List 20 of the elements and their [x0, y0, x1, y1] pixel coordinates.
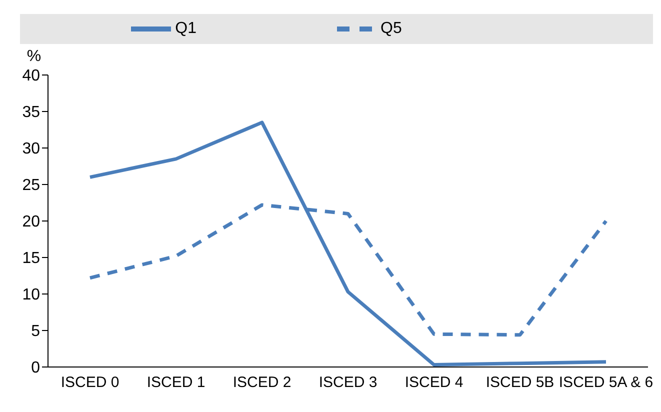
- y-tick-label: 0: [31, 360, 40, 377]
- legend-label: Q1: [175, 20, 196, 38]
- x-tick-label: ISCED 5A & 6: [558, 374, 654, 391]
- y-axis-title: %: [26, 48, 42, 65]
- x-tick-label: ISCED 2: [232, 374, 292, 391]
- line-series: [88, 120, 608, 367]
- y-tick-label: 15: [22, 250, 40, 268]
- x-tick-label: ISCED 4: [404, 374, 464, 391]
- x-tick-label: ISCED 3: [318, 374, 378, 391]
- y-tick-label: 20: [22, 214, 40, 231]
- y-tick-label: 30: [22, 140, 40, 158]
- legend-label: Q5: [380, 20, 402, 38]
- x-tick-label: ISCED 0: [60, 374, 120, 391]
- y-tick-label: 40: [22, 68, 40, 85]
- x-tick-label: ISCED 1: [146, 374, 206, 391]
- x-tick-label: ISCED 5B: [486, 374, 554, 391]
- y-tick-label: 35: [22, 104, 40, 122]
- y-tick-label: 10: [22, 286, 40, 304]
- y-tick-label: 25: [22, 177, 40, 194]
- y-tick-label: 5: [31, 323, 40, 340]
